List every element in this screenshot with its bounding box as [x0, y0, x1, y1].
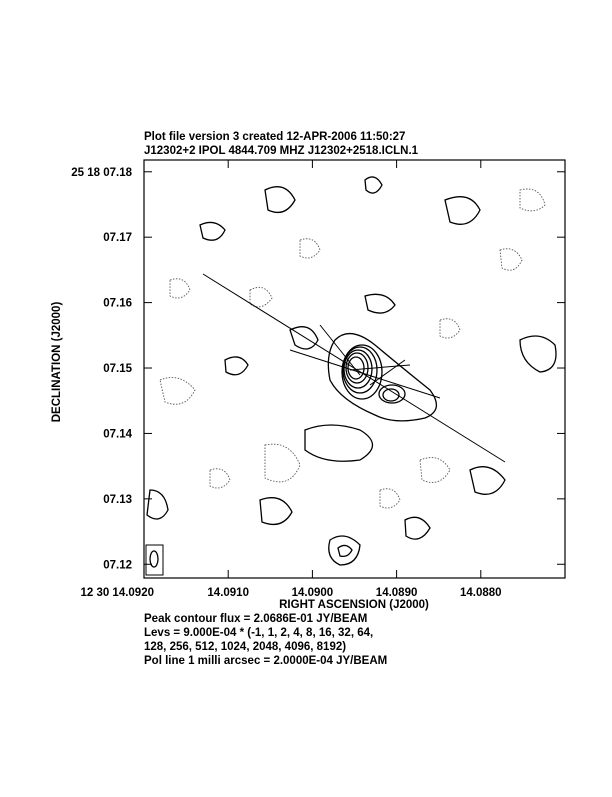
y-tick-label: 07.15: [103, 363, 132, 375]
note: 128, 256, 512, 1024, 2048, 4096, 8192): [144, 641, 346, 653]
y-label: DECLINATION (J2000): [51, 302, 63, 423]
polarization-lines: [202, 273, 506, 463]
y-tick-label: 25 18 07.18: [71, 167, 132, 179]
beam: [149, 550, 159, 568]
note: Pol line 1 milli arcsec = 2.0000E-04 JY/…: [144, 655, 387, 667]
plot-frame: [143, 159, 566, 579]
note: Levs = 9.000E-04 * (-1, 1, 2, 4, 8, 16, …: [144, 627, 373, 639]
y-tick-label: 07.14: [103, 428, 132, 440]
x-tick-label: 14.0880: [460, 587, 502, 599]
note: Peak contour flux = 2.0686E-01 JY/BEAM: [144, 613, 367, 625]
x-tick-label: 14.0910: [207, 587, 249, 599]
title: Plot file version 3 created 12-APR-2006 …: [144, 131, 405, 143]
x-label: RIGHT ASCENSION (J2000): [279, 599, 429, 611]
y-tick-label: 07.13: [103, 494, 132, 506]
y-tick-label: 07.17: [103, 232, 132, 244]
subtitle: J12302+2 IPOL 4844.709 MHZ J12302+2518.I…: [144, 145, 419, 157]
contours: [146, 176, 557, 566]
y-tick-label: 07.16: [103, 298, 132, 310]
x-tick-label: 12 30 14.0920: [80, 587, 154, 599]
x-tick-label: 14.0900: [292, 587, 334, 599]
beam-box: [145, 544, 164, 576]
y-tick-label: 07.12: [103, 559, 132, 571]
x-tick-label: 14.0890: [376, 587, 418, 599]
